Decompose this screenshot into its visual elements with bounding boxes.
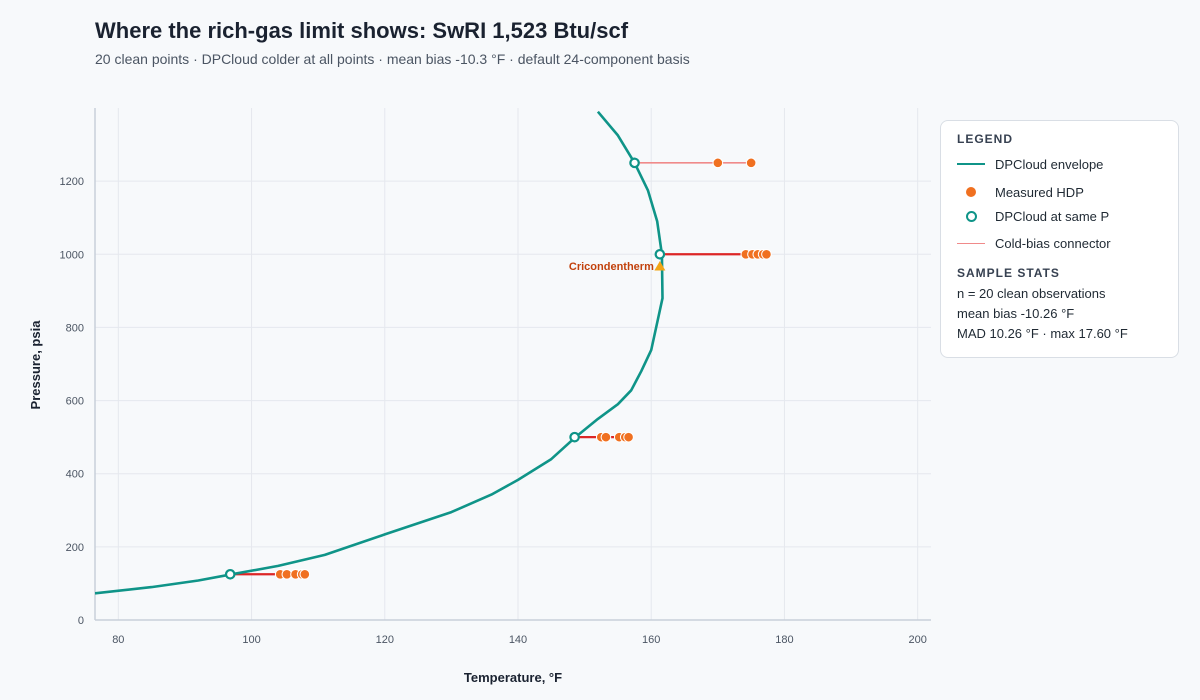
measured-point xyxy=(745,157,757,169)
legend-item-dpcloud-point: DPCloud at same P xyxy=(957,203,1162,229)
x-tick-label: 100 xyxy=(242,634,260,646)
legend-item-measured: Measured HDP xyxy=(957,179,1162,205)
connector-swatch-icon xyxy=(957,242,995,244)
stat-mean-bias: mean bias -10.26 °F xyxy=(957,306,1075,321)
y-tick-label: 600 xyxy=(66,396,84,408)
y-axis-title: Pressure, psia xyxy=(28,320,43,410)
measured-point xyxy=(761,248,772,260)
dpcloud-point xyxy=(224,568,236,580)
y-tick-label: 200 xyxy=(66,542,84,554)
legend-label: DPCloud at same P xyxy=(995,208,1110,224)
envelope-line xyxy=(95,110,664,595)
legend-heading: LEGEND xyxy=(957,132,1014,146)
legend-item-envelope: DPCloud envelope xyxy=(957,151,1162,177)
dpcloud-point xyxy=(654,248,666,260)
measured-point xyxy=(712,157,724,169)
x-tick-label: 80 xyxy=(112,634,124,646)
y-tick-label: 1200 xyxy=(60,176,84,188)
legend-panel: LEGEND DPCloud envelope Measured HDP DPC… xyxy=(940,120,1179,358)
y-tick-label: 1000 xyxy=(60,249,84,261)
chart-title: Where the rich-gas limit shows: SwRI 1,5… xyxy=(95,18,629,43)
measured-point xyxy=(623,431,634,443)
x-tick-label: 200 xyxy=(908,634,926,646)
cricondentherm-label: Cricondentherm xyxy=(569,261,654,273)
measured-point xyxy=(600,431,612,443)
x-axis-title: Temperature, °F xyxy=(464,670,562,685)
y-tick-label: 0 xyxy=(78,615,84,627)
dpcloud-point xyxy=(629,157,640,169)
chart-subtitle: 20 clean points · DPCloud colder at all … xyxy=(95,51,690,67)
ring-swatch-icon xyxy=(957,210,995,222)
stat-mad: MAD 10.26 °F · max 17.60 °F xyxy=(957,326,1128,341)
legend-label: Cold-bias connector xyxy=(995,235,1111,251)
cricondentherm-marker xyxy=(654,260,666,271)
x-tick-label: 120 xyxy=(376,634,394,646)
dot-swatch-icon xyxy=(957,187,995,197)
dpcloud-point xyxy=(569,431,580,443)
measured-point xyxy=(299,568,311,580)
x-tick-label: 160 xyxy=(642,634,660,646)
legend-label: Measured HDP xyxy=(995,184,1084,200)
stats-heading: SAMPLE STATS xyxy=(957,266,1060,280)
y-tick-label: 800 xyxy=(66,322,84,334)
x-tick-label: 140 xyxy=(509,634,527,646)
y-tick-label: 400 xyxy=(66,469,84,481)
legend-item-connector: Cold-bias connector xyxy=(957,230,1162,256)
line-swatch-icon xyxy=(957,163,995,165)
stat-count: n = 20 clean observations xyxy=(957,286,1106,301)
legend-label: DPCloud envelope xyxy=(995,156,1104,172)
x-tick-label: 180 xyxy=(775,634,793,646)
